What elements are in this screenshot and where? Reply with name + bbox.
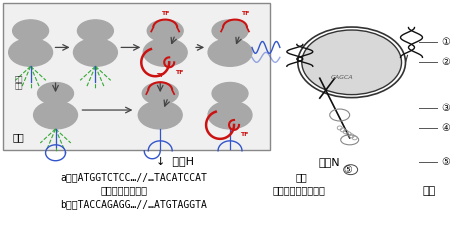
Ellipse shape bbox=[37, 82, 73, 104]
Text: GAGCA: GAGCA bbox=[330, 75, 353, 80]
Ellipse shape bbox=[142, 82, 178, 104]
Text: a链：ATGGTCTCC…//…TACATCCAT: a链：ATGGTCTCC…//…TACATCCAT bbox=[61, 173, 208, 183]
Ellipse shape bbox=[298, 27, 405, 98]
Ellipse shape bbox=[138, 101, 182, 129]
Text: TF: TF bbox=[156, 73, 164, 78]
Text: TF: TF bbox=[240, 132, 248, 137]
Text: ↓  基因H: ↓ 基因H bbox=[156, 157, 194, 167]
Ellipse shape bbox=[9, 39, 53, 66]
Text: 图二: 图二 bbox=[296, 173, 308, 183]
Text: TF: TF bbox=[175, 70, 183, 75]
Ellipse shape bbox=[147, 20, 183, 42]
Ellipse shape bbox=[77, 20, 113, 42]
Ellipse shape bbox=[208, 101, 252, 129]
Ellipse shape bbox=[212, 20, 248, 42]
Text: ④: ④ bbox=[441, 123, 450, 133]
Text: ③: ③ bbox=[441, 103, 450, 113]
Text: b链：TACCAGAGG…//…ATGTAGGTA: b链：TACCAGAGG…//…ATGTAGGTA bbox=[61, 199, 208, 210]
Ellipse shape bbox=[34, 101, 77, 129]
Bar bbox=[3, 3, 270, 150]
Text: TF: TF bbox=[241, 11, 249, 16]
Text: 图三: 图三 bbox=[423, 185, 436, 196]
Ellipse shape bbox=[143, 39, 187, 66]
Text: 图一: 图一 bbox=[13, 132, 24, 142]
Text: 禁区: 禁区 bbox=[14, 82, 23, 89]
Text: 折叠: 折叠 bbox=[14, 75, 23, 82]
Text: 基因N: 基因N bbox=[319, 157, 340, 167]
Ellipse shape bbox=[73, 39, 118, 66]
Ellipse shape bbox=[212, 82, 248, 104]
Ellipse shape bbox=[13, 20, 48, 42]
Text: ①: ① bbox=[441, 37, 450, 47]
Text: ②: ② bbox=[441, 57, 450, 67]
Text: ｜｜｜｜｜｜｜｜｜: ｜｜｜｜｜｜｜｜｜ bbox=[273, 185, 326, 196]
Text: ⑤: ⑤ bbox=[441, 157, 450, 167]
Ellipse shape bbox=[302, 30, 401, 95]
Ellipse shape bbox=[208, 39, 252, 66]
Text: TF: TF bbox=[161, 11, 169, 16]
Text: ｜｜｜｜｜｜｜｜: ｜｜｜｜｜｜｜｜ bbox=[100, 185, 147, 196]
Text: ⑤: ⑤ bbox=[343, 165, 352, 175]
